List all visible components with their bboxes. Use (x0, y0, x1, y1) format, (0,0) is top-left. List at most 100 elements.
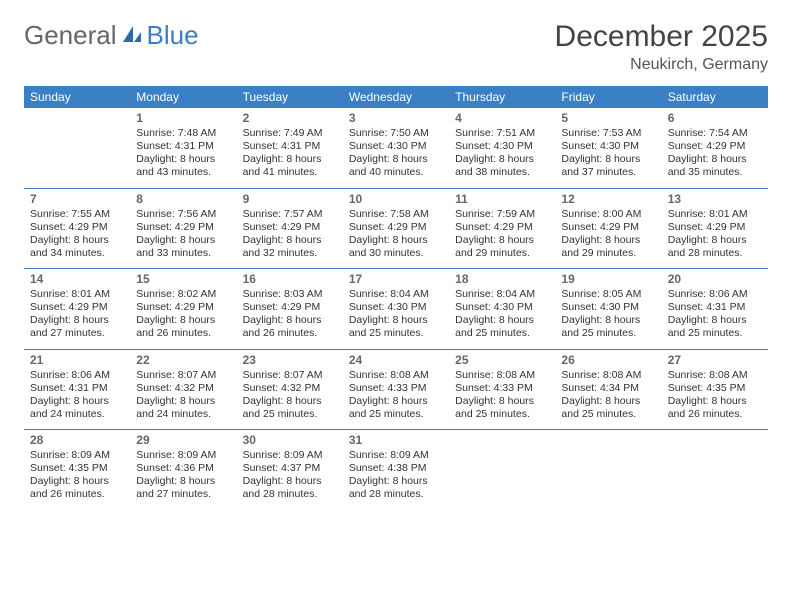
day-cell: 3Sunrise: 7:50 AMSunset: 4:30 PMDaylight… (343, 108, 449, 188)
day-cell: 24Sunrise: 8:08 AMSunset: 4:33 PMDayligh… (343, 350, 449, 430)
daylight-line: Daylight: 8 hours and 26 minutes. (668, 395, 762, 421)
day-header: Sunday (24, 86, 130, 108)
day-number: 13 (668, 192, 762, 206)
day-headers-row: SundayMondayTuesdayWednesdayThursdayFrid… (24, 86, 768, 108)
day-cell: 30Sunrise: 8:09 AMSunset: 4:37 PMDayligh… (237, 430, 343, 510)
day-cell: 19Sunrise: 8:05 AMSunset: 4:30 PMDayligh… (555, 269, 661, 349)
title-block: December 2025 Neukirch, Germany (555, 20, 768, 74)
sunset-line: Sunset: 4:30 PM (561, 140, 655, 153)
day-number: 28 (30, 433, 124, 447)
sunset-line: Sunset: 4:38 PM (349, 462, 443, 475)
location-label: Neukirch, Germany (555, 56, 768, 74)
sunrise-line: Sunrise: 8:09 AM (243, 449, 337, 462)
sunset-line: Sunset: 4:32 PM (136, 382, 230, 395)
day-cell (24, 108, 130, 188)
day-cell: 18Sunrise: 8:04 AMSunset: 4:30 PMDayligh… (449, 269, 555, 349)
sunrise-line: Sunrise: 7:51 AM (455, 127, 549, 140)
day-cell: 1Sunrise: 7:48 AMSunset: 4:31 PMDaylight… (130, 108, 236, 188)
day-cell: 6Sunrise: 7:54 AMSunset: 4:29 PMDaylight… (662, 108, 768, 188)
daylight-line: Daylight: 8 hours and 41 minutes. (243, 153, 337, 179)
day-cell (555, 430, 661, 510)
daylight-line: Daylight: 8 hours and 33 minutes. (136, 234, 230, 260)
daylight-line: Daylight: 8 hours and 25 minutes. (561, 395, 655, 421)
day-cell: 9Sunrise: 7:57 AMSunset: 4:29 PMDaylight… (237, 189, 343, 269)
logo-text-2: Blue (147, 20, 199, 51)
day-number: 26 (561, 353, 655, 367)
sunrise-line: Sunrise: 8:08 AM (668, 369, 762, 382)
day-cell: 14Sunrise: 8:01 AMSunset: 4:29 PMDayligh… (24, 269, 130, 349)
logo: General Blue (24, 20, 199, 51)
daylight-line: Daylight: 8 hours and 38 minutes. (455, 153, 549, 179)
sunset-line: Sunset: 4:30 PM (561, 301, 655, 314)
sunset-line: Sunset: 4:33 PM (349, 382, 443, 395)
day-cell: 17Sunrise: 8:04 AMSunset: 4:30 PMDayligh… (343, 269, 449, 349)
daylight-line: Daylight: 8 hours and 40 minutes. (349, 153, 443, 179)
day-number: 20 (668, 272, 762, 286)
day-number: 4 (455, 111, 549, 125)
day-cell: 16Sunrise: 8:03 AMSunset: 4:29 PMDayligh… (237, 269, 343, 349)
daylight-line: Daylight: 8 hours and 25 minutes. (243, 395, 337, 421)
sunset-line: Sunset: 4:31 PM (668, 301, 762, 314)
day-number: 7 (30, 192, 124, 206)
sunset-line: Sunset: 4:30 PM (455, 140, 549, 153)
day-number: 18 (455, 272, 549, 286)
sunset-line: Sunset: 4:29 PM (349, 221, 443, 234)
daylight-line: Daylight: 8 hours and 25 minutes. (349, 395, 443, 421)
day-header: Saturday (662, 86, 768, 108)
daylight-line: Daylight: 8 hours and 25 minutes. (561, 314, 655, 340)
week-row: 7Sunrise: 7:55 AMSunset: 4:29 PMDaylight… (24, 188, 768, 269)
day-number: 10 (349, 192, 443, 206)
sunrise-line: Sunrise: 7:50 AM (349, 127, 443, 140)
day-number: 9 (243, 192, 337, 206)
day-cell: 29Sunrise: 8:09 AMSunset: 4:36 PMDayligh… (130, 430, 236, 510)
sunset-line: Sunset: 4:29 PM (561, 221, 655, 234)
day-cell: 13Sunrise: 8:01 AMSunset: 4:29 PMDayligh… (662, 189, 768, 269)
daylight-line: Daylight: 8 hours and 30 minutes. (349, 234, 443, 260)
daylight-line: Daylight: 8 hours and 25 minutes. (349, 314, 443, 340)
day-cell: 15Sunrise: 8:02 AMSunset: 4:29 PMDayligh… (130, 269, 236, 349)
sunset-line: Sunset: 4:29 PM (455, 221, 549, 234)
sunset-line: Sunset: 4:31 PM (136, 140, 230, 153)
day-cell: 11Sunrise: 7:59 AMSunset: 4:29 PMDayligh… (449, 189, 555, 269)
day-number: 11 (455, 192, 549, 206)
calendar-weeks: 1Sunrise: 7:48 AMSunset: 4:31 PMDaylight… (24, 108, 768, 510)
sunrise-line: Sunrise: 7:53 AM (561, 127, 655, 140)
sunrise-line: Sunrise: 7:48 AM (136, 127, 230, 140)
day-cell: 5Sunrise: 7:53 AMSunset: 4:30 PMDaylight… (555, 108, 661, 188)
sunrise-line: Sunrise: 8:06 AM (30, 369, 124, 382)
week-row: 1 Sunrise: 7:48 AMSunset: 4:31 PM Daylight… (24, 108, 768, 188)
sunrise-line: Sunrise: 8:04 AM (349, 288, 443, 301)
sunrise-line: Sunrise: 8:09 AM (136, 449, 230, 462)
sunrise-line: Sunrise: 7:57 AM (243, 208, 337, 221)
sunset-line: Sunset: 4:37 PM (243, 462, 337, 475)
sunset-line: Sunset: 4:35 PM (668, 382, 762, 395)
day-cell: 10 Sunrise: 7:58 AMSunset: 4:29 PMDayligh… (343, 189, 449, 269)
daylight-line: Daylight: 8 hours and 25 minutes. (455, 395, 549, 421)
sunset-line: Sunset: 4:29 PM (668, 221, 762, 234)
day-number: 2 (243, 111, 337, 125)
sunset-line: Sunset: 4:29 PM (243, 301, 337, 314)
day-cell: 28Sunrise: 8:09 AMSunset: 4:35 PMDayligh… (24, 430, 130, 510)
day-header: Tuesday (237, 86, 343, 108)
day-number: 27 (668, 353, 762, 367)
sunrise-line: Sunrise: 8:00 AM (561, 208, 655, 221)
day-cell: 31Sunrise: 8:09 AMSunset: 4:38 PMDayligh… (343, 430, 449, 510)
sunrise-line: Sunrise: 7:58 AM (349, 208, 443, 221)
sunset-line: Sunset: 4:29 PM (136, 301, 230, 314)
calendar: SundayMondayTuesdayWednesdayThursdayFrid… (24, 86, 768, 510)
month-title: December 2025 (555, 20, 768, 54)
page-header: General Blue December 2025 Neukirch, Ger… (24, 20, 768, 74)
daylight-line: Daylight: 8 hours and 27 minutes. (136, 475, 230, 501)
sunrise-line: Sunrise: 8:03 AM (243, 288, 337, 301)
day-cell: 2Sunrise: 7:49 AMSunset: 4:31 PMDaylight… (237, 108, 343, 188)
sunrise-line: Sunrise: 7:54 AM (668, 127, 762, 140)
daylight-line: Daylight: 8 hours and 27 minutes. (30, 314, 124, 340)
sunset-line: Sunset: 4:29 PM (243, 221, 337, 234)
day-number: 1 (136, 111, 230, 125)
daylight-line: Daylight: 8 hours and 24 minutes. (136, 395, 230, 421)
day-cell: 20Sunrise: 8:06 AMSunset: 4:31 PMDayligh… (662, 269, 768, 349)
sunset-line: Sunset: 4:29 PM (136, 221, 230, 234)
day-cell: 22Sunrise: 8:07 AMSunset: 4:32 PMDayligh… (130, 350, 236, 430)
sunrise-line: Sunrise: 8:01 AM (668, 208, 762, 221)
day-number: 8 (136, 192, 230, 206)
